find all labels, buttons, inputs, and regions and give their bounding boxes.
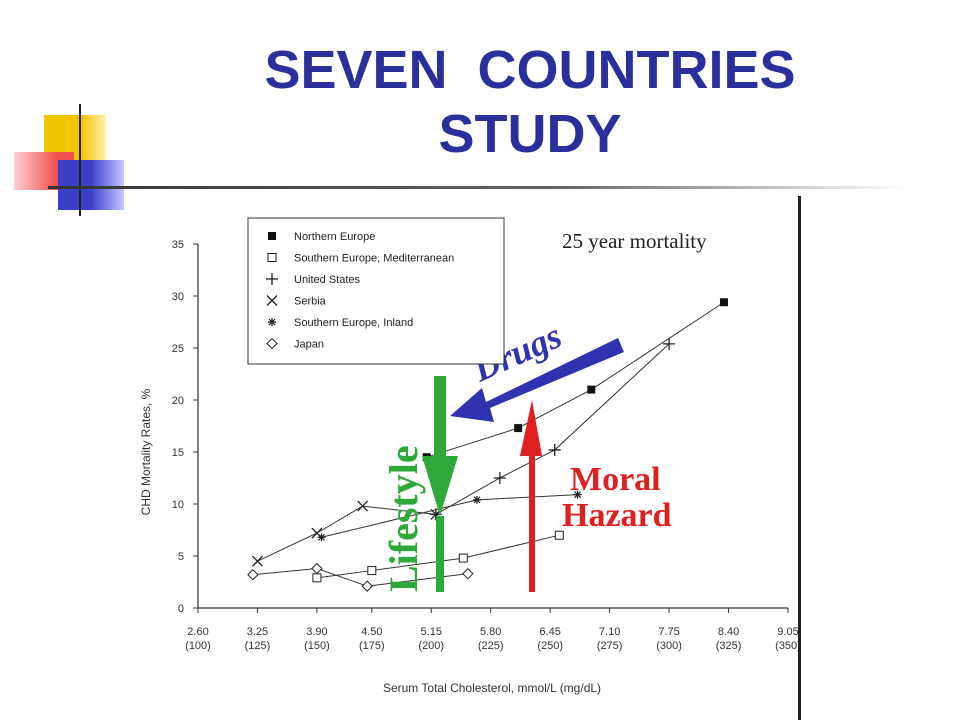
y-tick-label: 5: [178, 551, 184, 563]
legend-box: [247, 217, 505, 365]
legend-entry: Japan: [294, 339, 324, 351]
x-tick-sublabel: (325): [716, 640, 742, 652]
y-tick-label: 35: [172, 239, 184, 251]
title-line-1: SEVEN COUNTRIES: [264, 40, 796, 100]
legend-entry: Southern Europe, Mediterranean: [294, 253, 454, 265]
data-point-serbia: [251, 555, 263, 567]
moral-hazard-arrow: [520, 400, 542, 592]
legend-marker: [266, 337, 278, 350]
data-point-serbia: [357, 500, 369, 512]
data-point-southern-europe-inland: [317, 533, 326, 542]
data-point-southern-europe-mediterranean: [554, 530, 564, 540]
data-point-northern-europe: [514, 424, 523, 433]
series-southern-europe-mediterranean: [312, 530, 564, 583]
x-tick-label: 2.60: [187, 626, 208, 638]
chart-series: [247, 298, 728, 592]
x-tick-sublabel: (200): [418, 640, 444, 652]
x-tick-sublabel: (150): [304, 640, 330, 652]
series-southern-europe-inland: [317, 490, 582, 542]
data-point-united-states: [493, 472, 506, 484]
series-line-united-states: [435, 343, 670, 515]
legend-entry: Northern Europe: [294, 231, 375, 243]
data-point-southern-europe-mediterranean: [312, 573, 322, 583]
series-line-southern-europe-mediterranean: [316, 534, 560, 579]
x-tick-label: 6.45: [539, 626, 560, 638]
data-point-japan: [311, 562, 323, 575]
x-tick-label: 3.90: [306, 626, 327, 638]
deco-vertical-line: [79, 104, 81, 216]
data-point-southern-europe-inland: [573, 490, 582, 499]
series-united-states: [429, 337, 676, 521]
x-tick-sublabel: (350): [775, 640, 798, 652]
y-tick-label: 15: [172, 447, 184, 459]
data-point-united-states: [548, 443, 561, 456]
title-underline: [48, 186, 908, 189]
series-japan: [247, 562, 474, 592]
moral-label: Moral: [570, 461, 661, 498]
chart-axes: 0 5 10 15 20 25 30 35 2.60 (100) 3.25 (125) 3.90 (150…: [172, 239, 798, 652]
x-tick-sublabel: (175): [359, 640, 385, 652]
slide-title: SEVEN COUNTRIES STUDY: [180, 38, 880, 166]
legend-marker: [268, 318, 276, 326]
legend-marker: [268, 232, 276, 240]
legend-marker: [267, 253, 277, 262]
lifestyle-arrow-tail: [436, 516, 444, 592]
x-tick-label: 5.80: [480, 626, 501, 638]
x-tick-sublabel: (100): [185, 640, 211, 652]
data-point-southern-europe-mediterranean: [458, 553, 468, 563]
x-tick-label: 7.75: [658, 626, 679, 638]
data-point-japan: [247, 569, 259, 581]
x-tick-sublabel: (275): [597, 640, 623, 652]
data-point-japan: [361, 580, 373, 592]
title-line-2: STUDY: [438, 104, 622, 164]
drugs-arrow: [450, 338, 624, 422]
legend-entry: Southern Europe, Inland: [294, 317, 413, 329]
x-tick-sublabel: (250): [537, 640, 563, 652]
x-tick-label: 4.50: [361, 626, 382, 638]
y-tick-label: 20: [172, 395, 184, 407]
chart-legend: Northern Europe Southern Europe, Mediterr…: [247, 217, 505, 365]
data-point-japan: [462, 567, 474, 580]
y-tick-label: 25: [172, 343, 184, 355]
series-line-northern-europe: [426, 301, 725, 458]
legend-entry: United States: [294, 274, 361, 286]
legend-entry: Serbia: [294, 296, 327, 308]
x-tick-label: 5.15: [421, 626, 442, 638]
data-point-northern-europe: [719, 298, 728, 307]
deco-blue-square: [58, 160, 124, 210]
lifestyle-arrow: [422, 376, 458, 516]
chart-svg: 0 5 10 15 20 25 30 35 2.60 (100) 3.25 (125) 3.90 (150…: [139, 217, 798, 695]
lifestyle-label: Lifestyle: [381, 445, 426, 592]
x-tick-label: 7.10: [599, 626, 620, 638]
y-tick-label: 30: [172, 291, 184, 303]
data-point-southern-europe-inland: [472, 495, 481, 504]
x-tick-label: 3.25: [247, 626, 268, 638]
x-axis-label: Serum Total Cholesterol, mmol/L (mg/dL): [383, 681, 601, 695]
y-axis-label: CHD Mortality Rates, %: [139, 388, 153, 515]
chart-panel: 0 5 10 15 20 25 30 35 2.60 (100) 3.25 (125) 3.90 (150…: [132, 196, 801, 720]
y-tick-label: 10: [172, 499, 184, 511]
x-tick-label: 9.05: [777, 626, 798, 638]
hazard-label: Hazard: [562, 497, 672, 534]
series-line-japan: [252, 567, 468, 587]
y-tick-label: 0: [178, 603, 184, 615]
x-tick-sublabel: (300): [656, 640, 682, 652]
x-tick-sublabel: (125): [245, 640, 271, 652]
chart-annotation: 25 year mortality: [562, 229, 707, 253]
x-tick-label: 8.40: [718, 626, 739, 638]
data-point-united-states: [663, 337, 676, 350]
data-point-northern-europe: [587, 385, 596, 394]
series-line-southern-europe-inland: [321, 494, 578, 538]
series-line-serbia: [257, 505, 436, 562]
data-point-southern-europe-mediterranean: [367, 566, 377, 576]
legend-marker: [266, 273, 278, 285]
x-tick-sublabel: (225): [478, 640, 504, 652]
legend-marker: [266, 295, 278, 306]
